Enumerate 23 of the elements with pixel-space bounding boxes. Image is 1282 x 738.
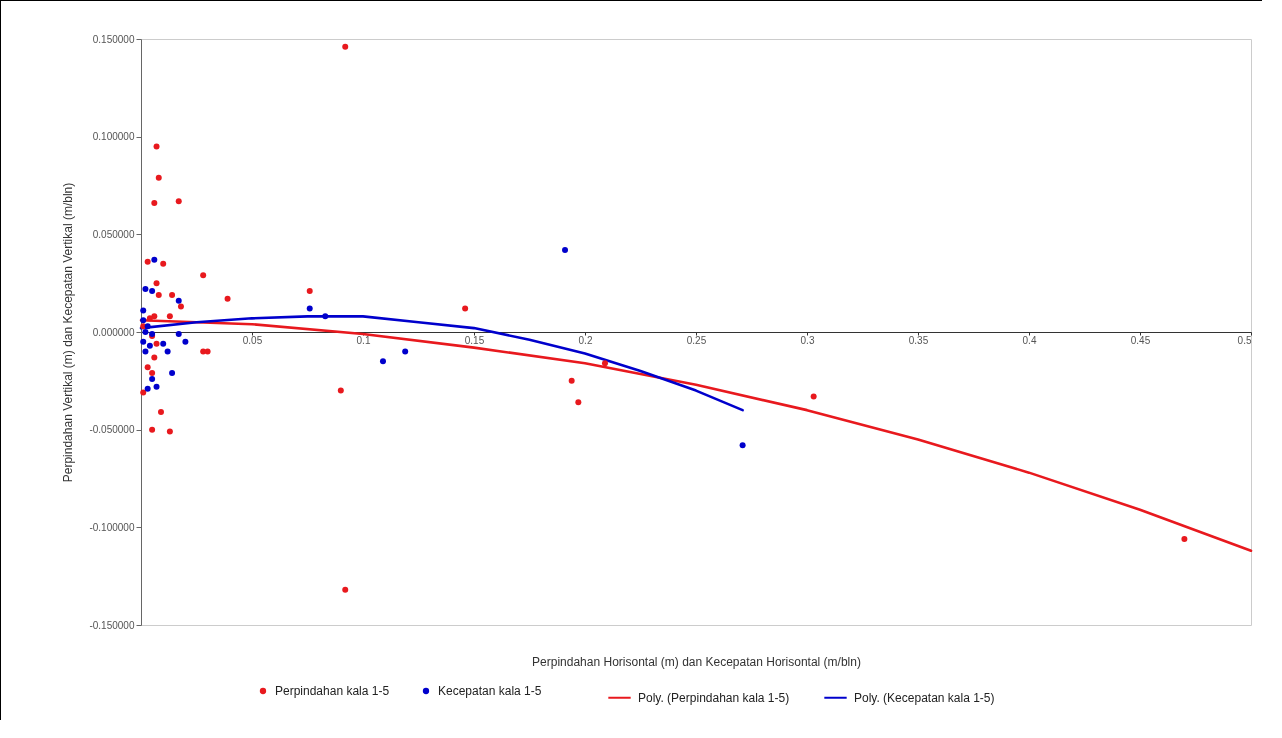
x-tick-label: 0.25 bbox=[686, 334, 707, 346]
x-tick-label: 0.4 bbox=[1022, 334, 1037, 346]
x-tick-label: 0.05 bbox=[242, 334, 263, 346]
y-tick-label: -0.050000 bbox=[89, 424, 135, 436]
x-tick-label: 0.2 bbox=[578, 334, 593, 346]
legend-label: Perpindahan kala 1-5 bbox=[275, 684, 390, 698]
y-tick-label: 0.000000 bbox=[92, 326, 135, 338]
legend-label: Poly. (Kecepatan kala 1-5) bbox=[854, 690, 995, 705]
legend-label: Poly. (Perpindahan kala 1-5) bbox=[638, 690, 790, 705]
y-tick-label: 0.150000 bbox=[92, 33, 135, 45]
x-axis-title: Perpindahan Horisontal (m) dan Kecepatan Horisontal (m/bln) bbox=[532, 654, 861, 669]
x-tick-label: 0.15 bbox=[464, 334, 485, 346]
legend-label: Kecepatan kala 1-5 bbox=[438, 684, 542, 698]
x-tick-label: 0.3 bbox=[800, 334, 815, 346]
y-tick-label: 0.100000 bbox=[92, 131, 135, 143]
y-axis-title: Perpindahan Vertikal (m) dan Kecepatan Vertikal (m/bln) bbox=[61, 182, 76, 483]
y-tick-label: -0.150000 bbox=[89, 619, 135, 631]
y-tick-label: -0.100000 bbox=[89, 521, 135, 533]
x-tick-label: 0.45 bbox=[1130, 334, 1151, 346]
x-tick-label: 0.5 bbox=[1237, 334, 1252, 346]
x-tick-label: 0.35 bbox=[908, 334, 929, 346]
y-tick-label: 0.050000 bbox=[92, 228, 135, 240]
x-tick-label: 0.1 bbox=[356, 334, 371, 346]
